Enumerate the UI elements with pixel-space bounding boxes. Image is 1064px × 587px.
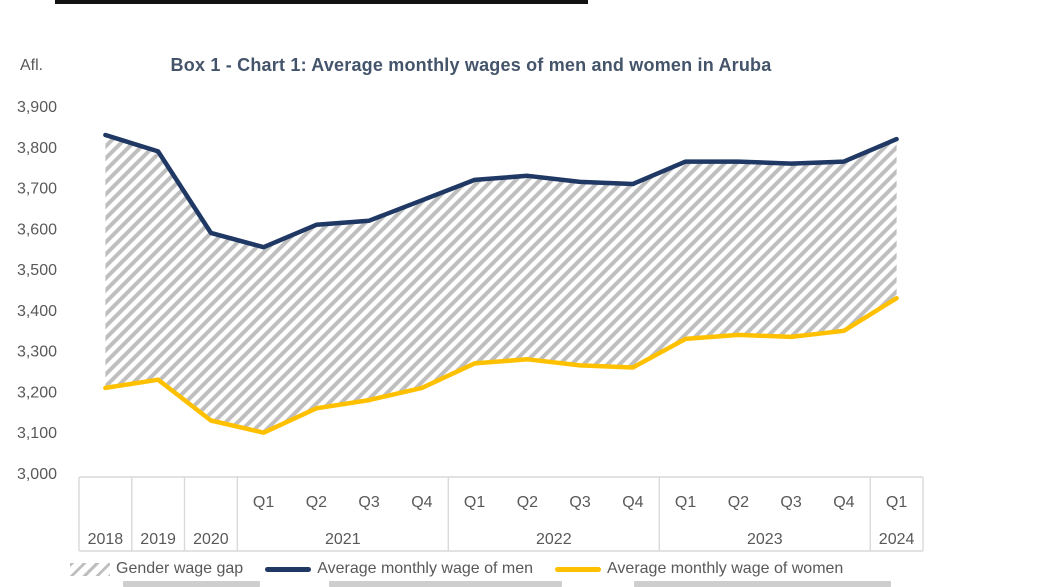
wage-chart-plot: 3,900 3,800 3,700 3,600 3,500 3,400 3,300 3,200… (17, 99, 924, 552)
legend-label-men: Average monthly wage of men (317, 560, 534, 577)
y-tick-label: 3,600 (17, 221, 57, 238)
x-quarter-label: Q2 (728, 494, 749, 511)
men-series-line (103, 132, 899, 250)
y-tick-label: 3,400 (17, 303, 57, 320)
legend-item-gender-wage-gap: Gender wage gap (70, 560, 243, 578)
x-quarter-label: Q3 (358, 494, 379, 511)
x-quarter-label: Q4 (622, 494, 643, 511)
y-tick-label: 3,700 (17, 181, 57, 198)
men-line-swatch-icon (265, 566, 312, 572)
x-quarter-label: Q4 (833, 494, 854, 511)
x-quarter-label: Q2 (306, 494, 327, 511)
y-tick-label: 3,500 (17, 262, 57, 279)
x-quarter-label: Q1 (675, 494, 696, 511)
women-series-line (103, 295, 899, 435)
cutoff-content (329, 581, 562, 587)
y-tick-label: 3,300 (17, 344, 57, 361)
x-year-label: 2023 (747, 531, 783, 548)
legend-label-women: Average monthly wage of women (607, 560, 844, 577)
x-quarter-label: Q1 (464, 494, 485, 511)
x-quarter-label: Q3 (780, 494, 801, 511)
x-quarter-label: Q1 (253, 494, 274, 511)
x-quarter-label: Q1 (886, 494, 907, 511)
top-rule (55, 0, 588, 4)
y-tick-label: 3,000 (17, 466, 57, 483)
cutoff-content (123, 581, 260, 587)
legend-item-women: Average monthly wage of women (555, 560, 843, 578)
y-tick-label: 3,800 (17, 140, 57, 157)
y-axis-unit-label: Afl. (20, 57, 44, 74)
x-year-label: 2022 (536, 531, 572, 548)
y-tick-label: 3,900 (17, 99, 57, 116)
x-year-label: 2019 (140, 531, 176, 548)
hatch-swatch-icon (70, 562, 110, 576)
cutoff-content (634, 581, 891, 587)
chart-title: Box 1 - Chart 1: Average monthly wages o… (170, 55, 772, 75)
legend-label-gap: Gender wage gap (116, 560, 244, 577)
x-quarter-label: Q4 (411, 494, 432, 511)
legend-item-men: Average monthly wage of men (265, 560, 533, 578)
y-tick-label: 3,200 (17, 384, 57, 401)
y-tick-label: 3,100 (17, 425, 57, 442)
x-year-label: 2024 (879, 531, 915, 548)
x-year-label: 2018 (88, 531, 124, 548)
x-quarter-label: Q2 (517, 494, 538, 511)
chart-legend: Gender wage gap Average monthly wage of … (70, 560, 843, 578)
gender-gap-area (105, 135, 897, 433)
x-year-label: 2021 (325, 531, 361, 548)
x-year-label: 2020 (193, 531, 229, 548)
women-line-swatch-icon (555, 566, 602, 572)
x-quarter-label: Q3 (569, 494, 590, 511)
